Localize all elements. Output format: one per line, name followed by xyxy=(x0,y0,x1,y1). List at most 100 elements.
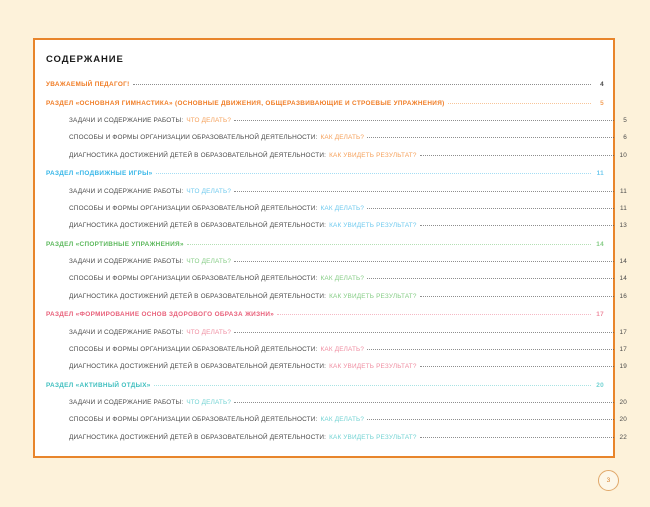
toc-entry-page-number: 17 xyxy=(619,328,627,336)
toc-entry-accent: КАК ДЕЛАТЬ? xyxy=(320,204,365,212)
toc-entry-page-number: 10 xyxy=(619,151,627,159)
toc-subsection-row[interactable]: СПОСОБЫ И ФОРМЫ ОРГАНИЗАЦИИ ОБРАЗОВАТЕЛЬ… xyxy=(46,274,627,282)
toc-subsection-row[interactable]: ЗАДАЧИ И СОДЕРЖАНИЕ РАБОТЫ: ЧТО ДЕЛАТЬ? 11 xyxy=(46,187,627,195)
toc-entry-accent: ЧТО ДЕЛАТЬ? xyxy=(186,258,232,266)
toc-entry-page-number: 17 xyxy=(619,345,627,353)
toc-subsection-row[interactable]: ДИАГНОСТИКА ДОСТИЖЕНИЙ ДЕТЕЙ В ОБРАЗОВАТ… xyxy=(46,151,627,159)
toc-leader-dots xyxy=(153,381,591,387)
toc-leader-dots xyxy=(234,328,614,334)
toc-leader-dots xyxy=(234,187,614,193)
toc-entry-label: УВАЖАЕМЫЙ ПЕДАГОГ! xyxy=(46,81,130,88)
toc-entry-page-number: 13 xyxy=(619,222,627,230)
toc-subsection-row[interactable]: СПОСОБЫ И ФОРМЫ ОРГАНИЗАЦИИ ОБРАЗОВАТЕЛЬ… xyxy=(46,133,627,141)
toc-entry-page-number: 16 xyxy=(619,292,627,300)
toc-entry-accent: КАК ДЕЛАТЬ? xyxy=(320,416,365,424)
toc-entry-accent: КАК УВИДЕТЬ РЕЗУЛЬТАТ? xyxy=(329,222,417,230)
toc-entry-page-number: 5 xyxy=(600,99,604,107)
toc-entry-label: РАЗДЕЛ «ПОДВИЖНЫЕ ИГРЫ» xyxy=(46,170,153,178)
toc-leader-dots xyxy=(419,292,614,298)
toc-subsection-row[interactable]: ДИАГНОСТИКА ДОСТИЖЕНИЙ ДЕТЕЙ В ОБРАЗОВАТ… xyxy=(46,292,627,300)
toc-leader-dots xyxy=(419,221,614,227)
toc-entry-label: ДИАГНОСТИКА ДОСТИЖЕНИЙ ДЕТЕЙ В ОБРАЗОВАТ… xyxy=(69,363,327,371)
toc-entry-label: ДИАГНОСТИКА ДОСТИЖЕНИЙ ДЕТЕЙ В ОБРАЗОВАТ… xyxy=(69,222,327,230)
toc-leader-dots xyxy=(447,99,591,105)
toc-subsection-row[interactable]: СПОСОБЫ И ФОРМЫ ОРГАНИЗАЦИИ ОБРАЗОВАТЕЛЬ… xyxy=(46,204,627,212)
toc-entry-label: ЗАДАЧИ И СОДЕРЖАНИЕ РАБОТЫ: xyxy=(69,399,184,407)
toc-entry-accent: КАК УВИДЕТЬ РЕЗУЛЬТАТ? xyxy=(329,292,417,300)
page-title: СОДЕРЖАНИЕ xyxy=(46,54,124,65)
toc-entry-label: ДИАГНОСТИКА ДОСТИЖЕНИЙ ДЕТЕЙ В ОБРАЗОВАТ… xyxy=(69,292,327,300)
toc-entry-page-number: 11 xyxy=(620,204,627,212)
toc-subsection-row[interactable]: ЗАДАЧИ И СОДЕРЖАНИЕ РАБОТЫ: ЧТО ДЕЛАТЬ? 17 xyxy=(46,328,627,336)
toc-entry-accent: КАК УВИДЕТЬ РЕЗУЛЬТАТ? xyxy=(329,433,417,441)
toc-entry-label: ДИАГНОСТИКА ДОСТИЖЕНИЙ ДЕТЕЙ В ОБРАЗОВАТ… xyxy=(69,151,327,159)
toc-subsection-row[interactable]: ДИАГНОСТИКА ДОСТИЖЕНИЙ ДЕТЕЙ В ОБРАЗОВАТ… xyxy=(46,433,627,441)
toc-leader-dots xyxy=(419,362,614,368)
toc-subsection-row[interactable]: СПОСОБЫ И ФОРМЫ ОРГАНИЗАЦИИ ОБРАЗОВАТЕЛЬ… xyxy=(46,345,627,353)
toc-entry-page-number: 14 xyxy=(619,258,627,266)
toc-leader-dots xyxy=(419,151,614,157)
toc-leader-dots xyxy=(367,345,614,351)
toc-entry-page-number: 20 xyxy=(619,399,627,407)
toc-entry-accent: КАК ДЕЛАТЬ? xyxy=(320,275,365,283)
toc-entry-label: ДИАГНОСТИКА ДОСТИЖЕНИЙ ДЕТЕЙ В ОБРАЗОВАТ… xyxy=(69,433,327,441)
toc-leader-dots xyxy=(277,310,591,316)
toc-leader-dots xyxy=(419,433,614,439)
toc-subsection-row[interactable]: ЗАДАЧИ И СОДЕРЖАНИЕ РАБОТЫ: ЧТО ДЕЛАТЬ? 20 xyxy=(46,398,627,406)
toc-leader-dots xyxy=(367,274,614,280)
toc-leader-dots xyxy=(367,415,614,421)
toc-subsection-row[interactable]: ЗАДАЧИ И СОДЕРЖАНИЕ РАБОТЫ: ЧТО ДЕЛАТЬ? 5 xyxy=(46,116,627,124)
toc-section-row[interactable]: РАЗДЕЛ «ФОРМИРОВАНИЕ ОСНОВ ЗДОРОВОГО ОБР… xyxy=(46,310,604,319)
toc-entry-accent: КАК ДЕЛАТЬ? xyxy=(320,134,365,142)
toc-entry-page-number: 6 xyxy=(623,134,627,142)
toc-entry-accent: ЧТО ДЕЛАТЬ? xyxy=(186,399,232,407)
toc-entry-label: ЗАДАЧИ И СОДЕРЖАНИЕ РАБОТЫ: xyxy=(69,258,184,266)
toc-entry-label: СПОСОБЫ И ФОРМЫ ОРГАНИЗАЦИИ ОБРАЗОВАТЕЛЬ… xyxy=(69,275,318,283)
toc-section-row[interactable]: РАЗДЕЛ «АКТИВНЫЙ ОТДЫХ» 20 xyxy=(46,381,604,389)
toc-entry-accent: КАК УВИДЕТЬ РЕЗУЛЬТАТ? xyxy=(329,363,417,371)
toc-entry-accent: ЧТО ДЕЛАТЬ? xyxy=(186,187,232,195)
toc-leader-dots xyxy=(155,169,591,175)
toc-entry-list: УВАЖАЕМЫЙ ПЕДАГОГ! 4 РАЗДЕЛ «ОСНОВНАЯ ГИМН… xyxy=(46,80,627,441)
toc-entry-accent: КАК ДЕЛАТЬ? xyxy=(320,345,365,353)
toc-entry-page-number: 22 xyxy=(619,433,627,441)
toc-entry-page-number: 14 xyxy=(619,275,627,283)
toc-entry-page-number: 17 xyxy=(596,311,604,319)
toc-leader-dots xyxy=(367,204,614,210)
toc-subsection-row[interactable]: СПОСОБЫ И ФОРМЫ ОРГАНИЗАЦИИ ОБРАЗОВАТЕЛЬ… xyxy=(46,415,627,423)
toc-subsection-row[interactable]: ДИАГНОСТИКА ДОСТИЖЕНИЙ ДЕТЕЙ В ОБРАЗОВАТ… xyxy=(46,362,627,370)
toc-leader-dots xyxy=(234,257,614,263)
toc-entry-label: ЗАДАЧИ И СОДЕРЖАНИЕ РАБОТЫ: xyxy=(69,187,184,195)
toc-section-row[interactable]: УВАЖАЕМЫЙ ПЕДАГОГ! 4 xyxy=(46,80,604,88)
toc-subsection-row[interactable]: ДИАГНОСТИКА ДОСТИЖЕНИЙ ДЕТЕЙ В ОБРАЗОВАТ… xyxy=(46,221,627,229)
toc-entry-page-number: 11 xyxy=(596,170,604,178)
toc-entry-label: ЗАДАЧИ И СОДЕРЖАНИЕ РАБОТЫ: xyxy=(69,328,184,336)
toc-entry-label: СПОСОБЫ И ФОРМЫ ОРГАНИЗАЦИИ ОБРАЗОВАТЕЛЬ… xyxy=(69,204,318,212)
toc-entry-label: СПОСОБЫ И ФОРМЫ ОРГАНИЗАЦИИ ОБРАЗОВАТЕЛЬ… xyxy=(69,345,318,353)
toc-entry-page-number: 20 xyxy=(596,381,604,389)
toc-entry-label: ЗАДАЧИ И СОДЕРЖАНИЕ РАБОТЫ: xyxy=(69,117,184,125)
table-of-contents-panel: СОДЕРЖАНИЕ УВАЖАЕМЫЙ ПЕДАГОГ! 4 РАЗДЕЛ «ОС… xyxy=(33,38,627,458)
toc-section-row[interactable]: РАЗДЕЛ «ОСНОВНАЯ ГИМНАСТИКА» (ОСНОВНЫЕ Д… xyxy=(46,99,604,107)
toc-leader-dots xyxy=(132,80,591,86)
toc-leader-dots xyxy=(186,240,591,246)
toc-entry-label: СПОСОБЫ И ФОРМЫ ОРГАНИЗАЦИИ ОБРАЗОВАТЕЛЬ… xyxy=(69,134,318,142)
toc-entry-accent: КАК УВИДЕТЬ РЕЗУЛЬТАТ? xyxy=(329,151,417,159)
toc-leader-dots xyxy=(234,116,614,122)
toc-entry-page-number: 11 xyxy=(620,187,627,195)
toc-section-row[interactable]: РАЗДЕЛ «ПОДВИЖНЫЕ ИГРЫ» 11 xyxy=(46,169,604,178)
page-number-badge: 3 xyxy=(598,470,619,491)
toc-leader-dots xyxy=(367,133,614,139)
toc-section-row[interactable]: РАЗДЕЛ «СПОРТИВНЫЕ УПРАЖНЕНИЯ» 14 xyxy=(46,240,604,248)
toc-entry-page-number: 14 xyxy=(596,240,604,248)
toc-entry-label: РАЗДЕЛ «АКТИВНЫЙ ОТДЫХ» xyxy=(46,381,151,389)
toc-entry-label: СПОСОБЫ И ФОРМЫ ОРГАНИЗАЦИИ ОБРАЗОВАТЕЛЬ… xyxy=(69,416,318,424)
toc-entry-page-number: 5 xyxy=(623,117,627,125)
toc-entry-page-number: 4 xyxy=(600,81,604,88)
toc-entry-label: РАЗДЕЛ «ФОРМИРОВАНИЕ ОСНОВ ЗДОРОВОГО ОБР… xyxy=(46,311,275,319)
toc-entry-accent: ЧТО ДЕЛАТЬ? xyxy=(186,117,232,125)
toc-entry-accent: ЧТО ДЕЛАТЬ? xyxy=(186,328,232,336)
toc-entry-page-number: 20 xyxy=(619,416,627,424)
toc-subsection-row[interactable]: ЗАДАЧИ И СОДЕРЖАНИЕ РАБОТЫ: ЧТО ДЕЛАТЬ? 14 xyxy=(46,257,627,265)
